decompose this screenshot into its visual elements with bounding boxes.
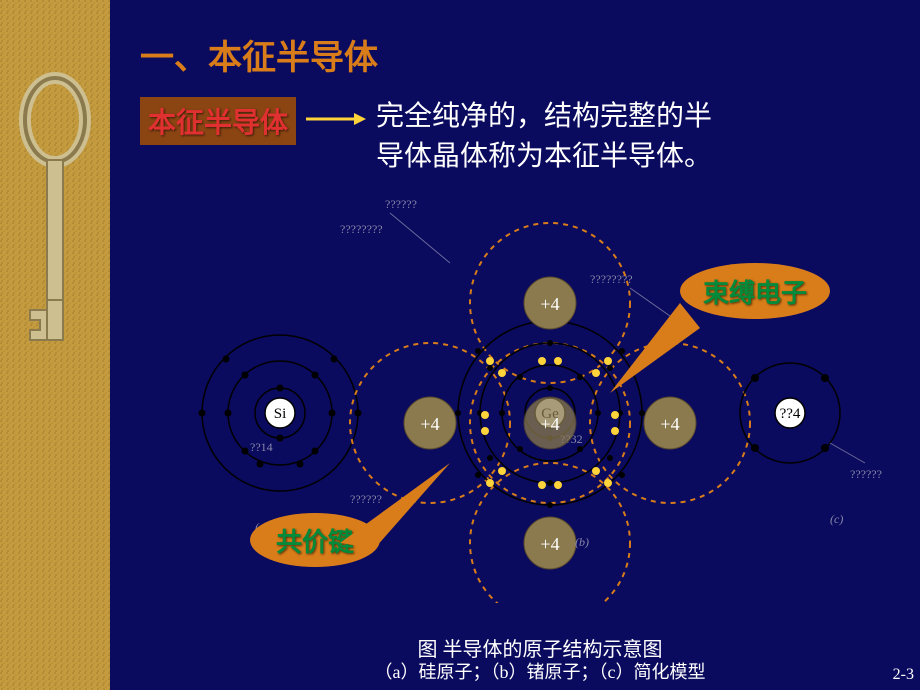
definition-line2: 导体晶体称为本征半导体。 — [376, 137, 712, 177]
definition-line1: 完全纯净的，结构完整的半 — [376, 97, 712, 137]
svg-text:+4: +4 — [540, 414, 559, 434]
svg-text:+4: +4 — [540, 294, 559, 314]
svg-text:+4: +4 — [660, 414, 679, 434]
key-image — [0, 0, 110, 690]
arrow-icon — [306, 109, 366, 129]
callout-tail-1 — [610, 283, 810, 403]
atomic-diagram: ?????? ???????? ???????? Si — [130, 183, 910, 603]
svg-text:+4: +4 — [540, 534, 559, 554]
label-b: (b) — [575, 535, 589, 549]
si-number: ??14 — [250, 440, 273, 454]
sidebar-image — [0, 0, 110, 690]
label-c: (c) — [830, 512, 843, 526]
figure-sub-caption: （a）硅原子；（b）锗原子；（c）简化模型 — [130, 658, 920, 684]
definition-row: 本征半导体 完全纯净的，结构完整的半 导体晶体称为本征半导体。 — [140, 97, 910, 177]
annot-top2: ???????? — [340, 222, 383, 236]
svg-text:+4: +4 — [420, 414, 439, 434]
si-label: Si — [274, 406, 287, 422]
callout-tail-2 — [320, 453, 520, 573]
definition-text: 完全纯净的，结构完整的半 导体晶体称为本征半导体。 — [376, 97, 712, 177]
slide: 一、本征半导体 本征半导体 完全纯净的，结构完整的半 导体晶体称为本征半导体。 … — [0, 0, 920, 690]
annot-top1: ?????? — [385, 197, 417, 211]
content-area: 一、本征半导体 本征半导体 完全纯净的，结构完整的半 导体晶体称为本征半导体。 … — [110, 0, 920, 690]
term-box: 本征半导体 — [140, 97, 296, 145]
plus4-label: ??4 — [780, 406, 801, 422]
page-number: 2-3 — [893, 666, 914, 684]
slide-title: 一、本征半导体 — [140, 30, 910, 79]
callout-covalent-bond: 共价键 — [250, 513, 380, 567]
annot-right: ?????? — [850, 467, 882, 481]
callout-bound-electron: 束缚电子 — [680, 263, 830, 319]
